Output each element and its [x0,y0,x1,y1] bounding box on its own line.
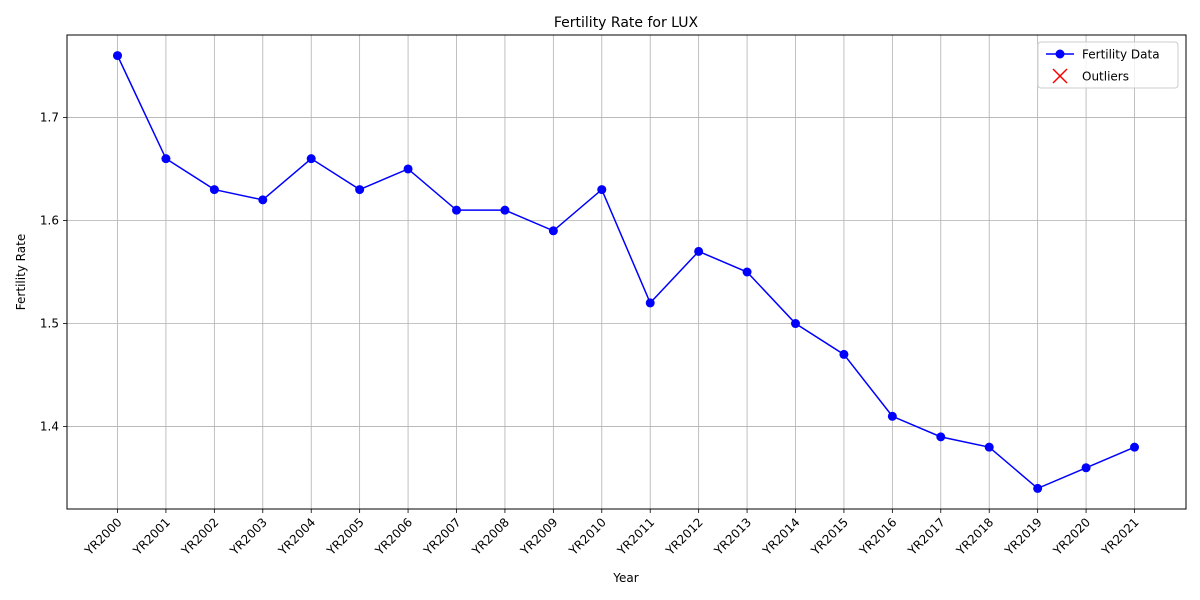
data-point [887,411,897,421]
x-tick-label: YR2003 [227,515,270,558]
x-tick-label: YR2004 [275,515,318,558]
x-tick-label: YR2014 [759,515,802,558]
x-tick-label: YR2005 [323,515,366,558]
data-point [113,51,122,61]
chart-title: Fertility Rate for LUX [554,15,699,31]
x-tick-label: YR2011 [614,515,657,558]
data-point [403,164,413,174]
x-tick-label: YR2002 [178,515,221,558]
data-point [258,195,268,205]
y-tick-label: 1.4 [40,420,59,434]
x-tick-label: YR2016 [856,515,899,558]
x-tick-label: YR2012 [662,515,705,558]
x-tick-label: YR2001 [130,515,173,558]
grid [67,35,1186,509]
data-point [742,267,752,277]
series-line [116,55,1135,490]
x-tick-label: YR2021 [1098,515,1141,558]
series-fertility-data [113,51,1139,493]
x-tick-label: YR2006 [372,515,415,558]
legend-label-outliers: Outliers [1082,70,1129,84]
data-point [161,154,171,164]
axis-ticks: YR2000 YR2001 YR2002 YR2003 YR2004 YR2005 YR20… [40,110,1142,558]
data-point [548,226,558,236]
data-point [209,185,219,195]
x-tick-label: YR2007 [420,515,463,558]
y-tick-label: 1.6 [40,213,59,227]
data-point [791,319,800,329]
x-axis-label: Year [612,571,638,585]
data-point [984,442,994,452]
data-point [1033,483,1043,493]
y-axis-label: Fertility Rate [14,234,28,310]
data-point [694,246,704,256]
data-point [500,205,510,215]
x-tick-label: YR2017 [905,515,948,558]
x-tick-label: YR2020 [1050,515,1093,558]
data-point [936,432,946,442]
legend: Fertility Data Outliers [1037,41,1179,89]
data-point [355,185,365,195]
x-tick-label: YR2013 [711,515,754,558]
legend-outlier-swatch [1052,68,1068,84]
legend-label-fertility-data: Fertility Data [1082,48,1160,62]
data-point [1081,463,1091,473]
x-tick-label: YR2009 [517,515,560,558]
x-tick-label: YR2019 [1001,515,1044,558]
data-point [1130,442,1139,452]
data-point [839,349,849,359]
data-point [452,205,461,215]
plot-area-frame [66,34,1187,510]
x-tick-label: YR2015 [808,515,851,558]
x-tick-label: YR2008 [469,515,512,558]
x-tick-label: YR2000 [81,515,124,558]
x-tick-label: YR2010 [566,515,609,558]
data-point [645,298,655,308]
data-point [597,185,607,195]
data-point [306,154,316,164]
y-tick-label: 1.5 [40,317,59,331]
legend-marker-swatch [1055,49,1065,59]
x-tick-label: YR2018 [953,515,996,558]
y-tick-label: 1.7 [40,110,59,124]
